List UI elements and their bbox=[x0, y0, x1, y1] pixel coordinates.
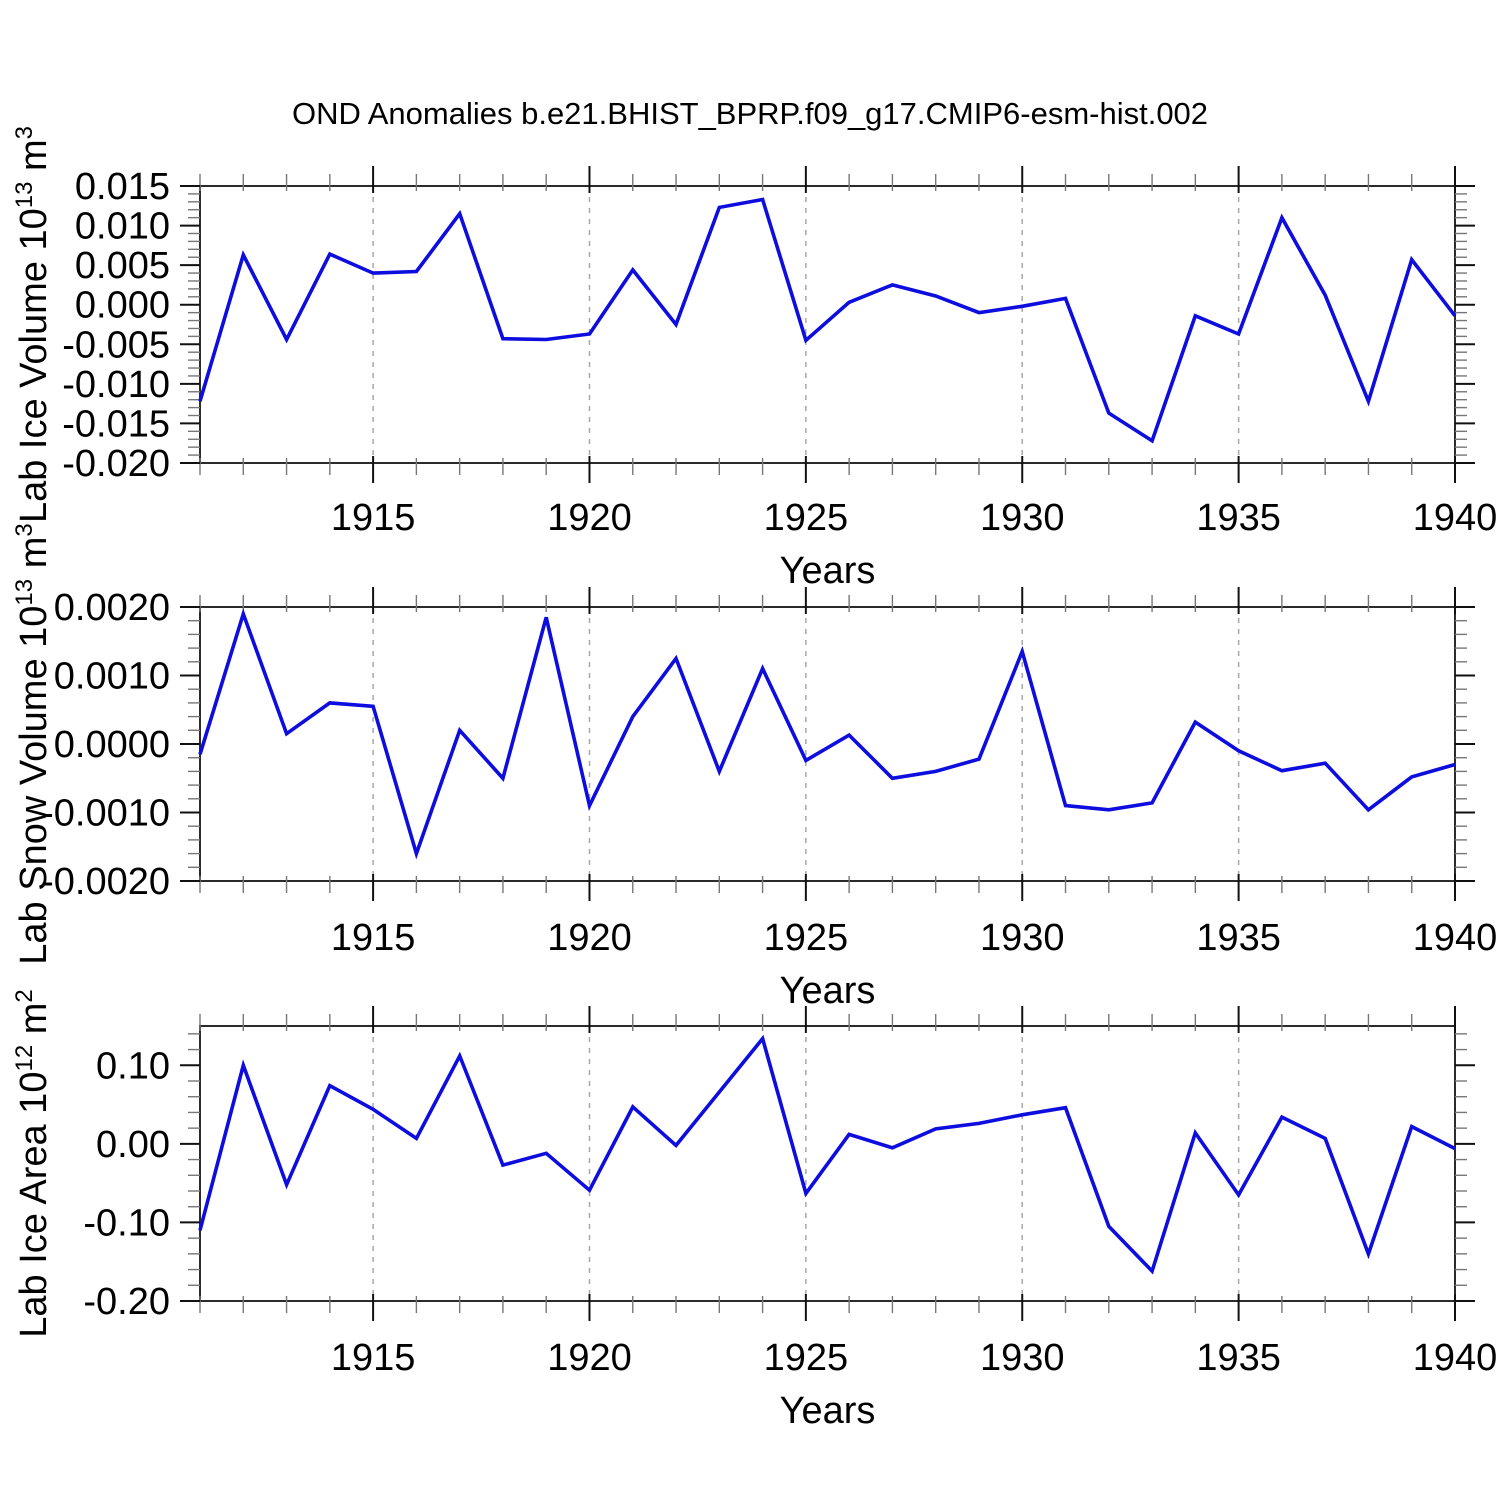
x-tick-label: 1935 bbox=[1196, 1337, 1281, 1379]
y-tick-label: 0.0000 bbox=[54, 724, 170, 766]
x-tick-label: 1940 bbox=[1413, 497, 1498, 539]
y-tick-label: 0.0010 bbox=[54, 656, 170, 698]
plot-frame bbox=[199, 1025, 1456, 1302]
x-tick-label: 1935 bbox=[1196, 497, 1281, 539]
y-tick-label: 0.015 bbox=[75, 166, 170, 208]
y-tick-label: 0.10 bbox=[96, 1045, 170, 1087]
series-line-lab-ice-area bbox=[198, 1034, 1456, 1275]
y-axis-title-superscript: 13 bbox=[11, 579, 38, 606]
y-tick-label: -0.0010 bbox=[41, 793, 170, 835]
plot-frame bbox=[199, 185, 1456, 464]
y-tick-label: 0.0020 bbox=[54, 587, 170, 629]
x-tick-label: 1920 bbox=[547, 1337, 632, 1379]
y-axis-title-superscript: 12 bbox=[11, 1045, 38, 1072]
series-line-lab-snow-volume bbox=[198, 608, 1456, 860]
chart-title: OND Anomalies b.e21.BHIST_BPRP.f09_g17.C… bbox=[291, 96, 1209, 131]
x-tick-label: 1925 bbox=[764, 497, 849, 539]
y-axis-title: Lab Snow Volume 1013 m3 bbox=[11, 523, 55, 964]
x-tick-label: 1920 bbox=[547, 497, 632, 539]
y-axis-title: Lab Ice Volume 1013 m3 bbox=[11, 126, 55, 523]
x-axis-title: Years bbox=[780, 1390, 876, 1432]
x-tick-label: 1920 bbox=[547, 917, 632, 959]
x-axis-title: Years bbox=[780, 970, 876, 1012]
y-axis-title-text: m bbox=[13, 1003, 55, 1045]
x-tick-label: 1930 bbox=[980, 497, 1065, 539]
series-line-lab-ice-volume bbox=[198, 197, 1457, 444]
y-axis-title-text: m bbox=[13, 139, 55, 181]
x-tick-label: 1930 bbox=[980, 1337, 1065, 1379]
x-tick-label: 1915 bbox=[331, 1337, 416, 1379]
x-axis-title: Years bbox=[780, 550, 876, 592]
y-tick-label: 0.000 bbox=[75, 285, 170, 327]
x-tick-label: 1915 bbox=[331, 497, 416, 539]
y-tick-label: -0.020 bbox=[62, 443, 170, 485]
y-axis-title-text: Lab Ice Volume 10 bbox=[13, 208, 55, 523]
x-tick-label: 1925 bbox=[764, 917, 849, 959]
x-tick-label: 1915 bbox=[331, 917, 416, 959]
y-axis-title-text: Lab Snow Volume 10 bbox=[13, 606, 55, 965]
x-tick-label: 1940 bbox=[1413, 1337, 1498, 1379]
y-tick-label: -0.015 bbox=[62, 403, 170, 445]
x-tick-label: 1930 bbox=[980, 917, 1065, 959]
y-axis-title-superscript: 2 bbox=[11, 989, 38, 1002]
y-axis-title: Lab Ice Area 1012 m2 bbox=[11, 989, 55, 1338]
y-axis-title-superscript: 13 bbox=[11, 182, 38, 209]
x-tick-label: 1940 bbox=[1413, 917, 1498, 959]
y-tick-label: 0.010 bbox=[75, 206, 170, 248]
x-tick-label: 1935 bbox=[1196, 917, 1281, 959]
y-axis-title-text: Lab Ice Area 10 bbox=[13, 1072, 55, 1338]
y-tick-label: -0.20 bbox=[83, 1281, 170, 1323]
y-tick-label: 0.00 bbox=[96, 1124, 170, 1166]
plot-frame bbox=[199, 606, 1456, 882]
x-tick-label: 1925 bbox=[764, 1337, 849, 1379]
y-tick-label: -0.0020 bbox=[41, 861, 170, 903]
y-axis-title-superscript: 3 bbox=[11, 523, 38, 536]
y-tick-label: 0.005 bbox=[75, 245, 170, 287]
y-axis-title-text: m bbox=[13, 537, 55, 579]
y-axis-title-superscript: 3 bbox=[11, 126, 38, 139]
y-tick-label: -0.005 bbox=[62, 324, 170, 366]
y-tick-label: -0.10 bbox=[83, 1202, 170, 1244]
y-tick-label: -0.010 bbox=[62, 364, 170, 406]
